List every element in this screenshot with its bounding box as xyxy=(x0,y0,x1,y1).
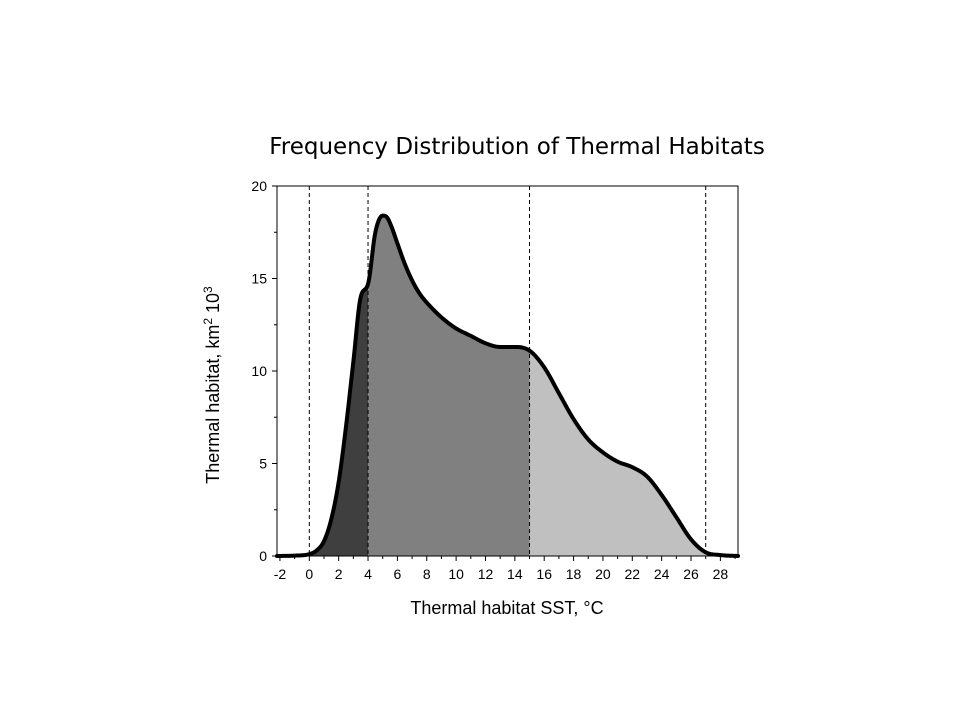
x-tick-label: 14 xyxy=(507,566,523,582)
y-axis-title-main: Thermal habitat, km xyxy=(203,325,223,484)
region-fill-2 xyxy=(368,215,530,556)
y-axis-title: Thermal habitat, km2 103 xyxy=(201,286,223,484)
distribution-curve-group xyxy=(275,213,740,558)
x-tick-label: 12 xyxy=(478,566,494,582)
y-axis-title-mid: 10 xyxy=(203,293,223,318)
x-tick-label: 2 xyxy=(335,566,343,582)
y-axis-title-sup2: 3 xyxy=(201,286,215,293)
x-tick-label: 10 xyxy=(448,566,464,582)
y-tick-label: 20 xyxy=(251,178,267,194)
y-tick-label: 5 xyxy=(259,456,267,472)
x-tick-label: 26 xyxy=(683,566,699,582)
region-divider-lines xyxy=(308,186,707,556)
y-tick-label: 10 xyxy=(251,363,267,379)
region-fill-3 xyxy=(529,350,738,556)
y-axis-title-sup1: 2 xyxy=(201,318,215,325)
x-tick-label: 8 xyxy=(423,566,431,582)
x-tick-label: 20 xyxy=(595,566,611,582)
y-axis-ticks: 0 5 10 15 20 xyxy=(251,178,277,564)
y-tick-label: 15 xyxy=(251,271,267,287)
distribution-curve xyxy=(275,213,740,558)
region-fill-1 xyxy=(277,284,369,556)
x-tick-label: 24 xyxy=(654,566,670,582)
x-tick-label: 22 xyxy=(625,566,641,582)
x-tick-label: -2 xyxy=(274,566,287,582)
x-tick-label: 0 xyxy=(305,566,313,582)
region-fills xyxy=(277,215,738,556)
x-axis-ticks: -2 0 2 4 6 8 10 12 14 16 18 20 22 24 26 28 xyxy=(274,556,736,582)
x-tick-label: 18 xyxy=(566,566,582,582)
x-axis-title: Thermal habitat SST, °C xyxy=(410,598,603,618)
chart-title: Frequency Distribution of Thermal Habita… xyxy=(269,134,765,160)
x-tick-label: 4 xyxy=(364,566,372,582)
x-tick-label: 16 xyxy=(536,566,552,582)
x-tick-label: 6 xyxy=(393,566,401,582)
x-tick-label: 28 xyxy=(713,566,729,582)
y-tick-label: 0 xyxy=(259,548,267,564)
